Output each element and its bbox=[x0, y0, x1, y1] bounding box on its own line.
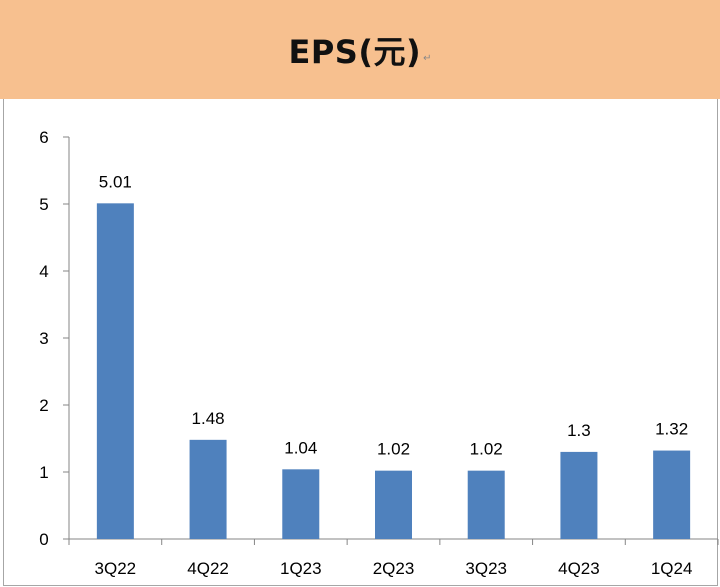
chart-title: EPS(元) bbox=[288, 32, 422, 71]
y-tick-label: 6 bbox=[39, 128, 48, 147]
data-label: 1.02 bbox=[377, 440, 410, 459]
bar-2q23 bbox=[375, 470, 412, 539]
y-tick-label: 0 bbox=[39, 530, 48, 549]
y-tick-label: 4 bbox=[39, 262, 48, 281]
data-label: 1.04 bbox=[284, 438, 317, 457]
data-label: 1.32 bbox=[655, 420, 688, 439]
x-tick-label: 2Q23 bbox=[373, 559, 415, 578]
x-tick-label: 1Q23 bbox=[280, 559, 322, 578]
data-label: 1.48 bbox=[192, 409, 225, 428]
x-tick-label: 3Q22 bbox=[95, 559, 137, 578]
x-tick-label: 3Q23 bbox=[465, 559, 507, 578]
y-tick-label: 1 bbox=[39, 463, 48, 482]
chart-header: EPS(元) ↵ bbox=[0, 0, 720, 99]
bar-1q23 bbox=[282, 469, 320, 539]
bar-4q22 bbox=[189, 439, 227, 539]
data-label: 1.3 bbox=[567, 421, 591, 440]
bar-3q22 bbox=[96, 203, 134, 539]
x-tick-label: 1Q24 bbox=[651, 559, 693, 578]
data-label: 1.02 bbox=[470, 440, 503, 459]
bar-1q24 bbox=[653, 450, 691, 539]
paragraph-mark: ↵ bbox=[423, 53, 432, 64]
bar-3q23 bbox=[467, 470, 505, 539]
y-tick-label: 2 bbox=[39, 396, 48, 415]
y-tick-label: 5 bbox=[39, 195, 48, 214]
y-tick-label: 3 bbox=[39, 329, 48, 348]
x-tick-label: 4Q23 bbox=[558, 559, 600, 578]
data-label: 5.01 bbox=[99, 172, 132, 191]
x-tick-label: 4Q22 bbox=[187, 559, 229, 578]
bar-4q23 bbox=[560, 451, 598, 539]
